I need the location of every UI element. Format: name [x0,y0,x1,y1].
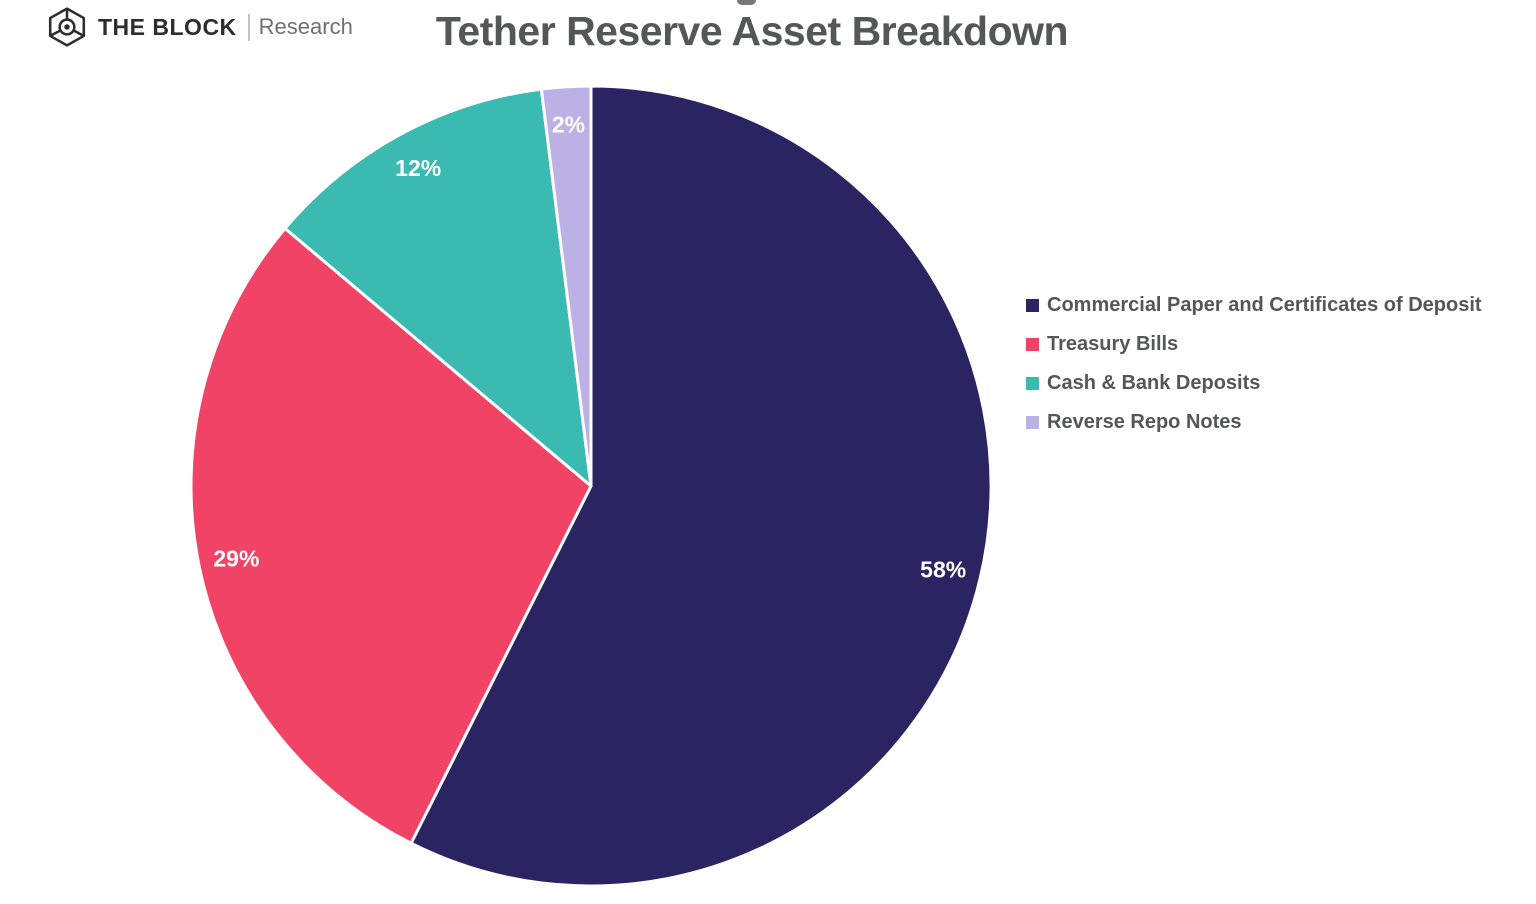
cropped-text-artifact [737,0,756,5]
pie-slice-percentage-label: 2% [552,112,585,138]
pie-slice-treasury-bills [189,226,593,845]
pie-slice-percentage-label: 29% [213,546,259,572]
block-cube-logo-icon [48,7,86,47]
legend-swatch [1026,376,1039,390]
pie-slice-reverse-repo-notes [539,84,593,488]
chart-title: Tether Reserve Asset Breakdown [435,8,1069,54]
brand-suffix: Research [258,14,353,39]
legend: Commercial Paper and Certificates of Dep… [1026,293,1482,451]
brand-logo: THE BLOCK Research [46,6,353,48]
pie-slice-cash-bank-deposits [283,87,593,488]
legend-item: Cash & Bank Deposits [1026,371,1482,394]
legend-swatch [1026,298,1039,312]
brand-name: THE BLOCK [98,13,237,40]
pie-chart-area: 58% 29% 12% 2% [187,82,995,890]
legend-item: Reverse Repo Notes [1026,410,1482,433]
legend-label: Treasury Bills [1047,332,1179,355]
legend-swatch [1026,415,1039,429]
legend-item: Commercial Paper and Certificates of Dep… [1026,293,1482,316]
pie-slice-percentage-label: 12% [395,155,441,181]
brand-divider [247,13,250,41]
pie-chart: 58% 29% 12% 2% [189,84,993,888]
legend-item: Treasury Bills [1026,332,1482,355]
legend-label: Cash & Bank Deposits [1047,371,1261,394]
pie-slice-commercial-paper-and-certificates-of-deposit [409,84,993,888]
legend-label: Reverse Repo Notes [1047,410,1242,433]
legend-label: Commercial Paper and Certificates of Dep… [1047,293,1482,316]
legend-swatch [1026,337,1039,351]
pie-slice-percentage-label: 58% [920,557,966,583]
